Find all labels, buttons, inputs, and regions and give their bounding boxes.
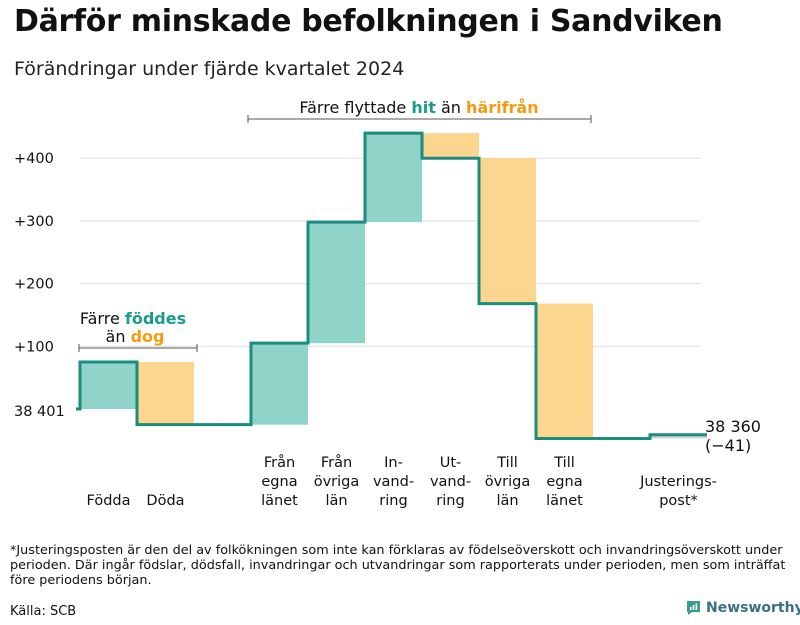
running-total-path xyxy=(76,131,707,440)
bars xyxy=(80,133,707,439)
end-value-label: 38 360 xyxy=(705,417,761,436)
brand-logo[interactable]: Newsworthy xyxy=(686,600,800,616)
newsworthy-logo-icon xyxy=(687,601,700,615)
y-tick-label-3: +300 xyxy=(14,214,54,230)
x-label-8: Till egna länet xyxy=(546,455,583,509)
y-axis: +100 +200 +300 +400 38 401 xyxy=(14,151,65,420)
annotation-births-line1: Färre föddes xyxy=(80,309,186,328)
annotations: Färre flyttade hit än härifrån Färre född… xyxy=(78,98,592,352)
bar-invandring xyxy=(365,133,422,223)
x-label-5: In-vand-ring xyxy=(373,455,414,509)
end-change-label: (−41) xyxy=(705,436,751,455)
bar-döda xyxy=(137,361,194,425)
y-tick-label-1: +100 xyxy=(14,339,54,355)
gridlines xyxy=(80,157,700,347)
x-label-9: Justerings-post* xyxy=(639,474,717,509)
end-labels: 38 360(−41) xyxy=(705,417,761,455)
bar-från-övriga-län xyxy=(308,222,365,344)
x-axis-labels: Födda Döda Från egna länet Från övriga län In-va… xyxy=(87,454,717,509)
source-label: Källa: SCB xyxy=(10,604,77,619)
bar-födda xyxy=(80,361,137,409)
footnote: *Justeringsposten är den del av folkökni… xyxy=(10,543,786,588)
chart-title: Därför minskade befolkningen i Sandviken xyxy=(14,4,723,39)
annotation-births-line2: än dog xyxy=(106,327,165,346)
x-label-1: Födda xyxy=(87,493,131,509)
bar-utvandring xyxy=(422,133,479,159)
y-start-label: 38 401 xyxy=(14,404,65,420)
x-label-4: Från övriga län xyxy=(314,454,360,509)
running-total-line xyxy=(76,131,707,440)
bar-justeringspost- xyxy=(650,434,707,439)
x-label-7: Till övriga län xyxy=(485,455,531,509)
bar-till-egna-länet xyxy=(536,303,593,439)
x-label-3: Från egna länet xyxy=(261,454,298,509)
y-tick-label-2: +200 xyxy=(14,277,54,293)
annotation-migration: Färre flyttade hit än härifrån xyxy=(299,98,538,117)
waterfall-chart: +100 +200 +300 +400 38 401 Födda Döda Från egna… xyxy=(14,98,761,509)
x-label-6: Ut-vand-ring xyxy=(430,455,471,509)
chart-subtitle: Förändringar under fjärde kvartalet 2024 xyxy=(14,58,405,80)
bar-från-egna-länet xyxy=(251,343,308,425)
x-label-2: Döda xyxy=(146,493,184,509)
y-tick-label-4: +400 xyxy=(14,151,54,167)
brand-name: Newsworthy xyxy=(706,600,800,616)
bar-till-övriga-län xyxy=(479,158,536,304)
